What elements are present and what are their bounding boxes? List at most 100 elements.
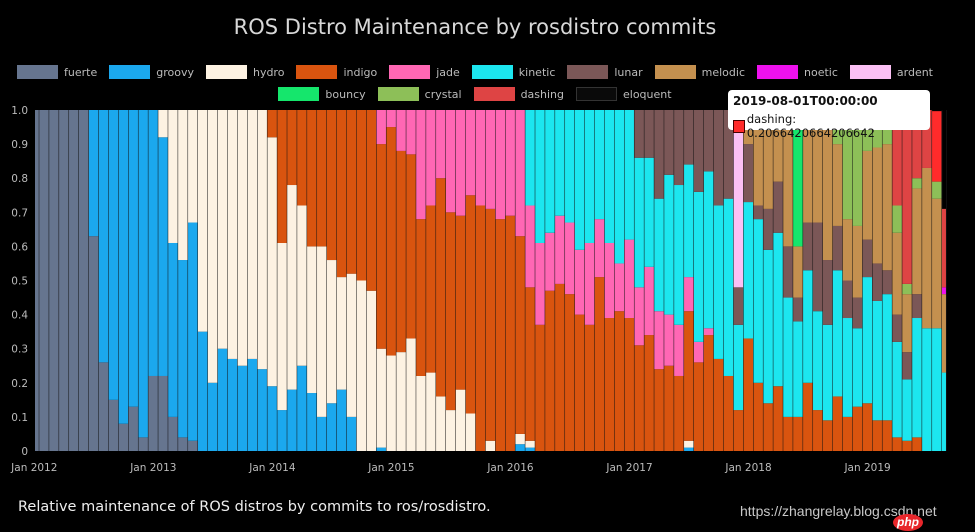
- bar-segment-indigo[interactable]: [783, 416, 794, 451]
- bar-segment-hydro[interactable]: [386, 355, 397, 451]
- bar-segment-lunar[interactable]: [872, 263, 883, 301]
- bar-segment-hydro[interactable]: [287, 185, 298, 390]
- bar-segment-crystal[interactable]: [842, 110, 853, 220]
- bar-segment-lunar[interactable]: [644, 110, 655, 158]
- bar-segment-indigo[interactable]: [515, 236, 526, 434]
- bar-segment-crystal[interactable]: [912, 178, 923, 189]
- bar-segment-melodic[interactable]: [941, 294, 947, 373]
- bar-segment-jade[interactable]: [505, 110, 516, 216]
- bar-segment-groovy[interactable]: [227, 358, 238, 451]
- bar-segment-kinetic[interactable]: [753, 219, 764, 383]
- bar-segment-kinetic[interactable]: [565, 110, 575, 223]
- bar-segment-lunar[interactable]: [743, 144, 754, 203]
- bar-segment-fuerte[interactable]: [168, 416, 179, 451]
- bar-segment-jade[interactable]: [535, 242, 546, 325]
- bar-segment-hydro[interactable]: [217, 110, 228, 349]
- bar-segment-groovy[interactable]: [287, 389, 298, 451]
- legend-item-jade[interactable]: jade: [389, 65, 460, 79]
- bar-segment-indigo[interactable]: [485, 208, 496, 441]
- bar-segment-noetic[interactable]: [941, 287, 947, 295]
- bar-segment-indigo[interactable]: [852, 406, 863, 451]
- bar-segment-ardent[interactable]: [733, 110, 744, 288]
- bar-segment-melodic[interactable]: [813, 110, 823, 223]
- bar-segment-crystal[interactable]: [862, 110, 873, 151]
- bar-segment-indigo[interactable]: [614, 311, 625, 451]
- bar-segment-jade[interactable]: [436, 110, 446, 179]
- bar-segment-indigo[interactable]: [386, 127, 397, 356]
- bar-segment-groovy[interactable]: [108, 110, 119, 400]
- bar-segment-melodic[interactable]: [892, 232, 903, 315]
- bar-segment-lunar[interactable]: [654, 110, 665, 199]
- bar-segment-melodic[interactable]: [743, 116, 754, 145]
- bar-segment-indigo[interactable]: [356, 110, 367, 281]
- bar-segment-groovy[interactable]: [217, 348, 228, 451]
- bar-segment-groovy[interactable]: [207, 382, 218, 451]
- bar-segment-groovy[interactable]: [277, 410, 288, 451]
- bar-segment-hydro[interactable]: [406, 338, 417, 451]
- bar-segment-dashing[interactable]: [912, 110, 923, 179]
- bar-segment-lunar[interactable]: [822, 260, 833, 325]
- bar-segment-kinetic[interactable]: [674, 185, 685, 325]
- bar-segment-kinetic[interactable]: [684, 164, 694, 278]
- bar-segment-fuerte[interactable]: [188, 440, 198, 451]
- bar-segment-hydro[interactable]: [436, 396, 446, 451]
- bar-segment-indigo[interactable]: [525, 287, 536, 441]
- bar-segment-groovy[interactable]: [168, 242, 179, 417]
- bar-segment-lunar[interactable]: [634, 110, 645, 158]
- bar-segment-hydro[interactable]: [326, 260, 337, 404]
- bar-segment-jade[interactable]: [565, 222, 575, 295]
- bar-segment-kinetic[interactable]: [525, 110, 536, 206]
- bar-segment-kinetic[interactable]: [852, 328, 863, 407]
- legend-item-dashing[interactable]: dashing: [473, 87, 564, 101]
- bar-segment-jade[interactable]: [515, 110, 526, 237]
- bar-segment-melodic[interactable]: [763, 110, 774, 209]
- bar-segment-fuerte[interactable]: [158, 375, 169, 451]
- bar-segment-kinetic[interactable]: [664, 174, 675, 315]
- bar-segment-kinetic[interactable]: [713, 205, 724, 359]
- bar-segment-jade[interactable]: [584, 242, 595, 325]
- bar-segment-indigo[interactable]: [674, 375, 685, 451]
- bar-segment-kinetic[interactable]: [912, 318, 923, 438]
- bar-segment-jade[interactable]: [664, 314, 675, 366]
- bar-segment-kinetic[interactable]: [614, 110, 625, 264]
- bar-segment-indigo[interactable]: [832, 396, 843, 451]
- bar-segment-kinetic[interactable]: [644, 157, 655, 267]
- bar-segment-kinetic[interactable]: [783, 297, 794, 417]
- bar-segment-groovy[interactable]: [317, 416, 327, 451]
- bar-segment-hydro[interactable]: [197, 110, 208, 332]
- bar-segment-melodic[interactable]: [922, 167, 933, 329]
- bar-segment-indigo[interactable]: [842, 416, 853, 451]
- bar-segment-lunar[interactable]: [703, 110, 714, 172]
- bar-segment-kinetic[interactable]: [624, 110, 635, 240]
- bar-segment-groovy[interactable]: [197, 331, 208, 451]
- bar-segment-melodic[interactable]: [912, 188, 923, 295]
- bar-segment-kinetic[interactable]: [574, 110, 585, 250]
- bar-segment-melodic[interactable]: [842, 219, 853, 281]
- bar-segment-melodic[interactable]: [773, 110, 784, 182]
- bar-segment-indigo[interactable]: [455, 215, 466, 390]
- bar-segment-indigo[interactable]: [773, 386, 784, 451]
- bar-segment-lunar[interactable]: [763, 208, 774, 250]
- bar-segment-fuerte[interactable]: [178, 437, 189, 451]
- bar-segment-fuerte[interactable]: [98, 362, 109, 451]
- bar-segment-kinetic[interactable]: [832, 270, 843, 397]
- bar-segment-indigo[interactable]: [307, 110, 318, 247]
- bar-segment-indigo[interactable]: [892, 437, 903, 451]
- bar-segment-indigo[interactable]: [723, 375, 734, 451]
- bar-segment-indigo[interactable]: [713, 358, 724, 451]
- bar-segment-indigo[interactable]: [346, 110, 357, 274]
- bar-segment-indigo[interactable]: [753, 382, 764, 451]
- bar-segment-groovy[interactable]: [326, 403, 337, 451]
- bar-segment-groovy[interactable]: [88, 110, 99, 237]
- bar-segment-indigo[interactable]: [426, 205, 437, 373]
- bar-segment-groovy[interactable]: [188, 222, 198, 441]
- legend-item-ardent[interactable]: ardent: [849, 65, 933, 79]
- bar-segment-groovy[interactable]: [98, 110, 109, 363]
- bar-segment-indigo[interactable]: [326, 110, 337, 261]
- legend-item-hydro[interactable]: hydro: [205, 65, 284, 79]
- bar-segment-bouncy[interactable]: [793, 110, 804, 247]
- bar-segment-lunar[interactable]: [723, 110, 734, 199]
- bar-segment-indigo[interactable]: [535, 324, 546, 451]
- bar-segment-groovy[interactable]: [128, 110, 139, 407]
- bar-segment-jade[interactable]: [426, 110, 437, 206]
